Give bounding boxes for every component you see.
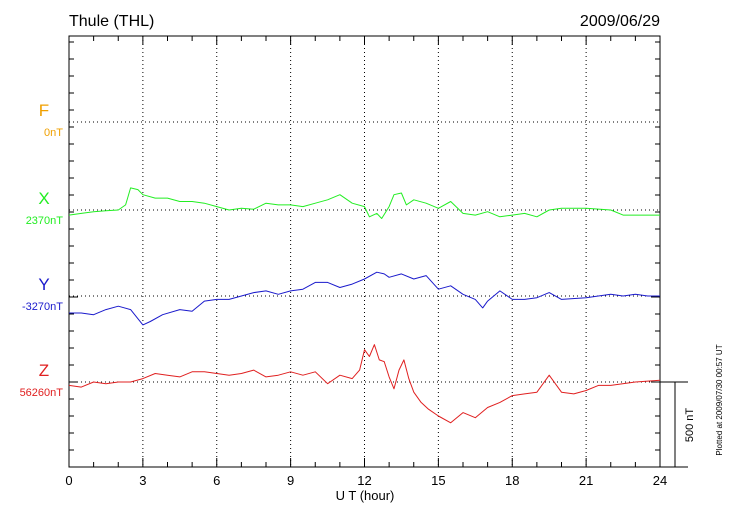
x-tick-label: 15 [431, 473, 445, 488]
x-tick-label: 9 [287, 473, 294, 488]
x-tick-label: 24 [653, 473, 667, 488]
x-tick-label: 3 [139, 473, 146, 488]
series-baseline-x: 2370nT [26, 215, 64, 227]
series-line-y [69, 271, 660, 326]
series-name-y: Y [38, 275, 49, 294]
series-name-f: F [39, 101, 49, 120]
x-tick-label: 6 [213, 473, 220, 488]
plotted-at-note: Plotted at 2009/07/30 00:57 UT [715, 344, 724, 455]
x-axis-ticks: 0 3 6 9 12 15 18 21 24 [65, 36, 667, 488]
series-lines [68, 187, 661, 424]
scale-bar: 500 nT [660, 381, 696, 468]
x-axis-label: U T (hour) [336, 488, 395, 503]
grid-lines [69, 36, 660, 467]
series-baseline-y: -3270nT [22, 301, 63, 313]
series-line-z [68, 344, 661, 424]
chart-title: Thule (THL) [69, 13, 154, 30]
series-baseline-f: 0nT [44, 127, 63, 139]
chart-date: 2009/06/29 [580, 13, 660, 30]
series-baseline-z: 56260nT [20, 387, 64, 399]
x-tick-label: 0 [65, 473, 72, 488]
x-tick-label: 12 [357, 473, 371, 488]
series-labels: F 0nT X 2370nT Y -3270nT Z 56260nT [20, 101, 64, 399]
series-name-x: X [38, 189, 49, 208]
series-line-x [68, 187, 660, 219]
x-tick-label: 21 [579, 473, 593, 488]
scale-bar-label: 500 nT [684, 408, 696, 443]
series-name-z: Z [39, 361, 49, 380]
x-tick-label: 18 [505, 473, 519, 488]
